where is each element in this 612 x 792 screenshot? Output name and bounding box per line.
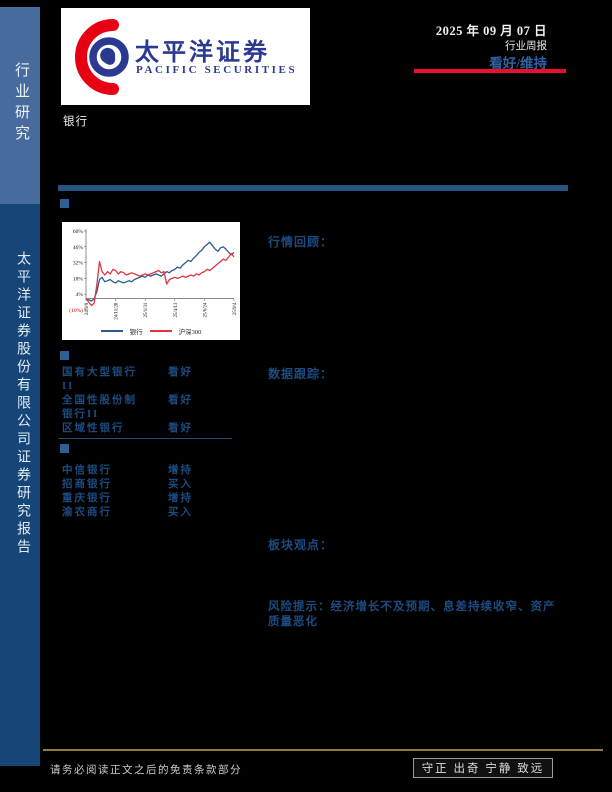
performance-chart-svg: 60% 46% 32% 18% 4% (10%) 24/9/9 24/11/20 25/1/31…	[69, 229, 238, 320]
pacific-securities-logo-icon	[75, 19, 129, 95]
rating-value: 看好	[168, 367, 193, 378]
sidebar-category-label: 行业研究	[13, 62, 29, 146]
rating-value: 买入	[168, 479, 193, 490]
svg-text:4%: 4%	[76, 292, 84, 298]
footer-disclaimer: 请务必阅读正文之后的免责条款部分	[50, 765, 242, 776]
company-motto-box: 守正 出奇 宁静 致远	[413, 758, 553, 778]
list-item: 全国性股份制银行II 看好	[62, 394, 234, 422]
list-item: 区域性银行 看好	[62, 422, 234, 436]
sidebar-company-label: 太平洋证券股份有限公司证券研究报告	[15, 251, 30, 557]
chart-legend: 银行 沪深300	[62, 324, 240, 338]
logo-name-cn: 太平洋证券	[135, 40, 270, 66]
relative-performance-chart: 60% 46% 32% 18% 4% (10%) 24/9/9 24/11/20 25/1/31…	[62, 222, 240, 340]
rating-value: 增持	[168, 465, 193, 476]
svg-text:24/11/20: 24/11/20	[115, 302, 120, 319]
red-accent-line	[414, 69, 566, 73]
footer-divider-line	[43, 749, 603, 751]
rating-value: 增持	[168, 493, 193, 504]
svg-text:32%: 32%	[73, 261, 84, 267]
logo-name-en: PACIFIC SECURITIES	[136, 64, 298, 76]
logo-box: 太平洋证券 PACIFIC SECURITIES	[61, 8, 310, 105]
svg-text:60%: 60%	[73, 229, 84, 235]
legend-line-bank-icon	[100, 330, 123, 332]
svg-text:46%: 46%	[73, 245, 84, 251]
bullet-square-icon	[60, 444, 69, 453]
svg-text:18%: 18%	[73, 276, 84, 282]
list-item: 渝农商行 买入	[62, 506, 234, 520]
report-date: 2025 年 09 月 07 日	[435, 24, 547, 38]
sidebar-top-band	[0, 7, 40, 204]
list-divider-line	[58, 438, 232, 439]
stock-name: 渝农商行	[62, 507, 112, 518]
risk-warning-text: 风险提示：经济增长不及预期、息差持续收窄、资产质量恶化	[268, 601, 556, 628]
title-underline-band	[58, 185, 568, 191]
industry-rating-list: 国有大型银行II 看好 全国性股份制银行II 看好 区域性银行 看好	[62, 366, 234, 436]
list-item: 招商银行 买入	[62, 478, 234, 492]
industry-name: 国有大型银行II	[62, 367, 137, 392]
report-type-label: 行业周报	[505, 41, 547, 52]
stock-name: 招商银行	[62, 479, 112, 490]
svg-text:(10%): (10%)	[69, 307, 83, 314]
stock-rating-list: 中信银行 增持 招商银行 买入 重庆银行 增持 渝农商行 买入	[62, 464, 234, 520]
svg-text:25/1/31: 25/1/31	[144, 302, 149, 317]
data-tracking-heading: 数据跟踪：	[268, 367, 334, 381]
stock-name: 重庆银行	[62, 493, 112, 504]
svg-text:25/9/4: 25/9/4	[233, 302, 238, 315]
svg-text:25/6/24: 25/6/24	[203, 302, 208, 317]
market-review-heading: 行情回顾：	[268, 235, 334, 249]
industry-rating-badge: 看好/维持	[489, 56, 547, 71]
company-motto: 守正 出奇 宁静 致远	[421, 763, 545, 775]
stock-name: 中信银行	[62, 465, 112, 476]
rating-value: 看好	[168, 395, 193, 406]
legend-label-bank: 银行	[129, 329, 143, 336]
sidebar-bottom-band	[0, 204, 40, 766]
list-item: 重庆银行 增持	[62, 492, 234, 506]
list-item: 国有大型银行II 看好	[62, 366, 234, 394]
bullet-square-icon	[60, 351, 69, 360]
industry-name-label: 银行	[63, 116, 88, 128]
list-item: 中信银行 增持	[62, 464, 234, 478]
industry-name: 全国性股份制银行II	[62, 395, 137, 420]
svg-text:25/4/13: 25/4/13	[174, 302, 179, 317]
rating-value: 看好	[168, 423, 193, 434]
legend-label-hs300: 沪深300	[178, 329, 202, 336]
bullet-square-icon	[60, 199, 69, 208]
legend-line-hs300-icon	[149, 330, 172, 332]
sector-view-heading: 板块观点：	[268, 538, 334, 552]
industry-name: 区域性银行	[62, 423, 125, 434]
svg-text:24/9/9: 24/9/9	[85, 302, 90, 315]
rating-value: 买入	[168, 507, 193, 518]
